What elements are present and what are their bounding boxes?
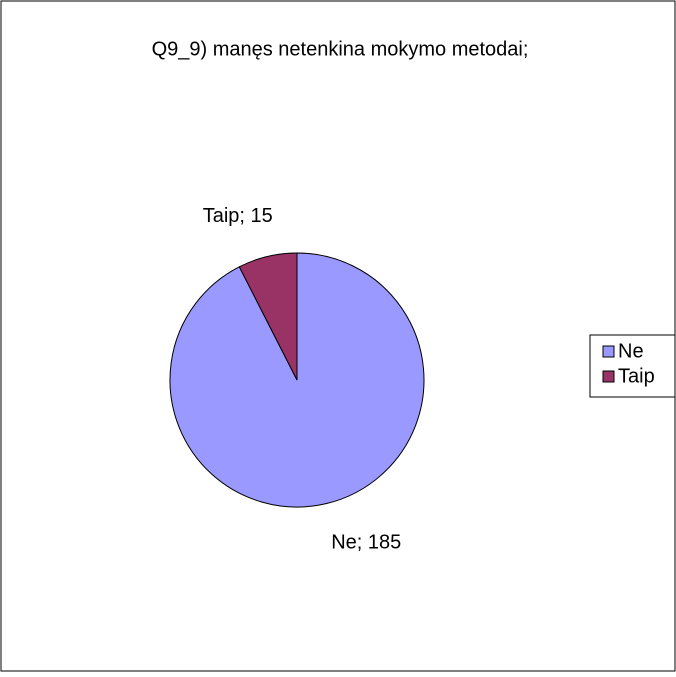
data-label: Ne; 185 — [331, 532, 401, 554]
chart-title: Q9_9) manęs netenkina mokymo metodai; — [152, 38, 529, 60]
legend-label: Ne — [618, 340, 644, 362]
data-label: Taip; 15 — [203, 205, 273, 227]
legend-swatch — [602, 370, 615, 383]
legend-box — [589, 334, 676, 398]
legend-label: Taip — [618, 365, 655, 387]
legend-swatch — [602, 345, 615, 358]
pie-slice — [238, 252, 298, 381]
